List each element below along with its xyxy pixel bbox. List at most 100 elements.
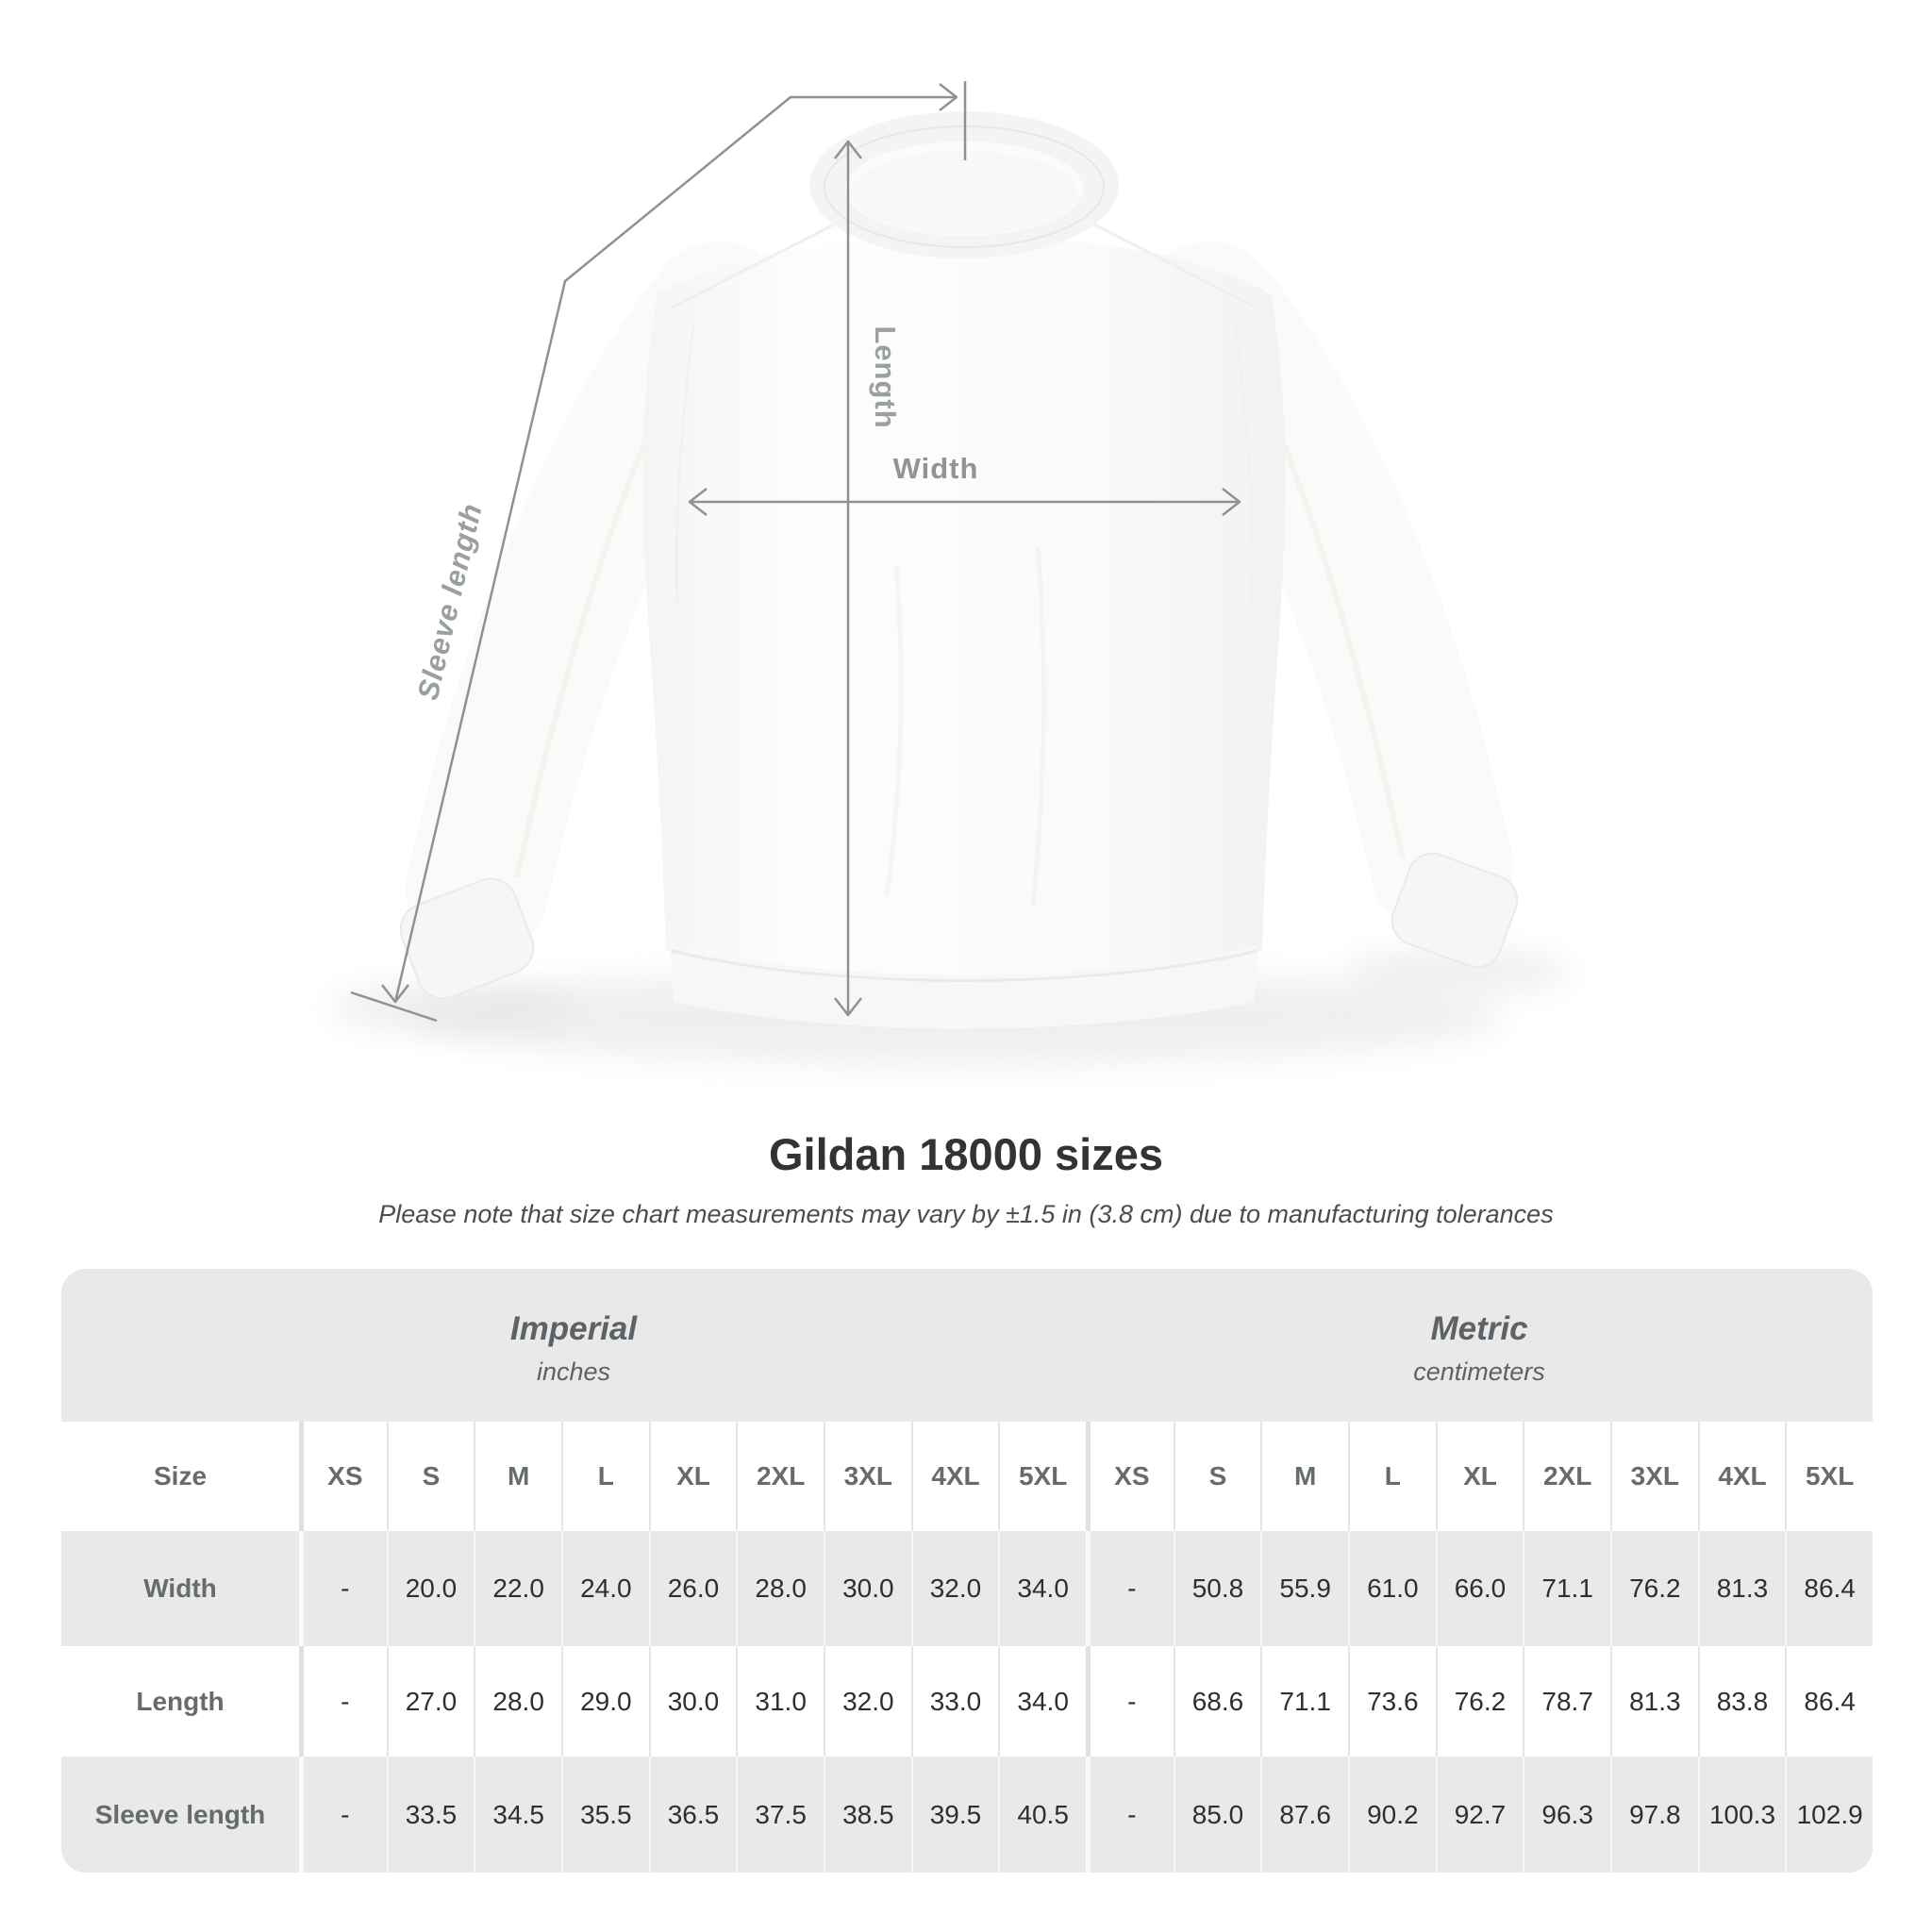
- value-cell: 26.0: [648, 1531, 737, 1646]
- metric-label: Metric: [1430, 1309, 1528, 1347]
- size-header: M: [474, 1422, 561, 1531]
- value-cell: 24.0: [560, 1531, 649, 1646]
- value-cell: 32.0: [910, 1531, 999, 1646]
- value-cell: 37.5: [736, 1757, 824, 1873]
- size-header: L: [560, 1422, 649, 1531]
- row-label: Length: [136, 1686, 225, 1716]
- value-cell: 68.6: [1173, 1646, 1261, 1757]
- value-cell: 83.8: [1697, 1646, 1786, 1757]
- value-cell: 34.0: [998, 1531, 1086, 1646]
- page-title: Gildan 18000 sizes: [768, 1129, 1164, 1179]
- value-cell: 55.9: [1260, 1531, 1348, 1646]
- size-header: S: [1173, 1422, 1261, 1531]
- size-chart-table: Imperial inches Metric centimeters Size …: [61, 1269, 1873, 1873]
- value-cell: -: [299, 1646, 387, 1757]
- value-cell: 97.8: [1609, 1757, 1698, 1873]
- size-column-header: Size: [153, 1461, 208, 1491]
- value-cell: 66.0: [1435, 1531, 1524, 1646]
- size-header: XL: [1435, 1422, 1524, 1531]
- value-cell: -: [299, 1757, 387, 1873]
- value-cell: 71.1: [1523, 1531, 1610, 1646]
- value-cell: 100.3: [1697, 1757, 1786, 1873]
- value-cell: 27.0: [386, 1646, 475, 1757]
- value-cell: 40.5: [998, 1757, 1086, 1873]
- width-arrow: [688, 488, 1241, 516]
- size-header: M: [1260, 1422, 1348, 1531]
- value-cell: 86.4: [1785, 1646, 1873, 1757]
- size-header: 2XL: [1523, 1422, 1610, 1531]
- size-header: 2XL: [736, 1422, 824, 1531]
- size-header: 3XL: [823, 1422, 911, 1531]
- left-cuff: [399, 877, 535, 1000]
- value-cell: 76.2: [1435, 1646, 1524, 1757]
- width-dimension-label: Width: [893, 452, 979, 485]
- table-row-length: Length - 27.0 28.0 29.0 30.0 31.0 32.0 3…: [61, 1646, 1873, 1757]
- length-dimension-label: Length: [869, 325, 902, 428]
- value-cell: 28.0: [736, 1531, 824, 1646]
- value-cell: 92.7: [1435, 1757, 1524, 1873]
- value-cell: 31.0: [736, 1646, 824, 1757]
- value-cell: 61.0: [1347, 1531, 1436, 1646]
- value-cell: 39.5: [910, 1757, 999, 1873]
- sleeve-length-arrow: [350, 81, 967, 1023]
- value-cell: 50.8: [1173, 1531, 1261, 1646]
- value-cell: 28.0: [474, 1646, 561, 1757]
- value-cell: 30.0: [648, 1646, 737, 1757]
- size-header: 3XL: [1609, 1422, 1698, 1531]
- value-cell: 32.0: [823, 1646, 911, 1757]
- collar: [809, 111, 1119, 258]
- value-cell: 36.5: [648, 1757, 737, 1873]
- value-cell: -: [299, 1531, 387, 1646]
- value-cell: -: [1085, 1531, 1174, 1646]
- size-header: L: [1347, 1422, 1436, 1531]
- value-cell: 96.3: [1523, 1757, 1610, 1873]
- value-cell: 29.0: [560, 1646, 649, 1757]
- size-header: 4XL: [910, 1422, 999, 1531]
- product-measurement-diagram: Length Width Sleeve length: [330, 81, 1571, 1064]
- table-row-width: Width - 20.0 22.0 24.0 26.0 28.0 30.0 32…: [61, 1531, 1873, 1646]
- imperial-unit: inches: [536, 1357, 611, 1386]
- size-header: 4XL: [1697, 1422, 1786, 1531]
- value-cell: 34.5: [474, 1757, 561, 1873]
- value-cell: -: [1085, 1757, 1174, 1873]
- value-cell: 87.6: [1260, 1757, 1348, 1873]
- right-cuff: [1391, 852, 1519, 969]
- size-header: XS: [299, 1422, 387, 1531]
- metric-group-header: Metric centimeters: [1086, 1269, 1873, 1422]
- size-header: S: [386, 1422, 475, 1531]
- value-cell: 76.2: [1609, 1531, 1698, 1646]
- size-header: 5XL: [998, 1422, 1086, 1531]
- value-cell: 85.0: [1173, 1757, 1261, 1873]
- torso: [642, 236, 1286, 981]
- sweatshirt-photo: [399, 111, 1519, 1029]
- value-cell: 34.0: [998, 1646, 1086, 1757]
- value-cell: 33.5: [386, 1757, 475, 1873]
- value-cell: 81.3: [1697, 1531, 1786, 1646]
- value-cell: 78.7: [1523, 1646, 1610, 1757]
- value-cell: 90.2: [1347, 1757, 1436, 1873]
- size-header: XS: [1085, 1422, 1174, 1531]
- unit-group-row: Imperial inches Metric centimeters: [61, 1269, 1873, 1422]
- imperial-group-header: Imperial inches: [61, 1269, 1086, 1422]
- value-cell: 38.5: [823, 1757, 911, 1873]
- value-cell: 35.5: [560, 1757, 649, 1873]
- row-label: Width: [143, 1574, 217, 1603]
- value-cell: 102.9: [1785, 1757, 1873, 1873]
- waistband: [670, 945, 1258, 1029]
- value-cell: 33.0: [910, 1646, 999, 1757]
- value-cell: 30.0: [823, 1531, 911, 1646]
- tolerance-note: Please note that size chart measurements…: [378, 1200, 1554, 1228]
- value-cell: 71.1: [1260, 1646, 1348, 1757]
- metric-unit: centimeters: [1413, 1357, 1545, 1386]
- size-header: 5XL: [1785, 1422, 1873, 1531]
- imperial-label: Imperial: [509, 1309, 638, 1347]
- value-cell: 81.3: [1609, 1646, 1698, 1757]
- value-cell: 73.6: [1347, 1646, 1436, 1757]
- size-header-row: Size XS S M L XL 2XL 3XL 4XL 5XL XS S M …: [61, 1422, 1873, 1531]
- size-header: XL: [648, 1422, 737, 1531]
- table-row-sleeve-length: Sleeve length - 33.5 34.5 35.5 36.5 37.5…: [61, 1757, 1873, 1873]
- value-cell: 20.0: [386, 1531, 475, 1646]
- value-cell: 22.0: [474, 1531, 561, 1646]
- length-arrow: [834, 140, 862, 1017]
- value-cell: 86.4: [1785, 1531, 1873, 1646]
